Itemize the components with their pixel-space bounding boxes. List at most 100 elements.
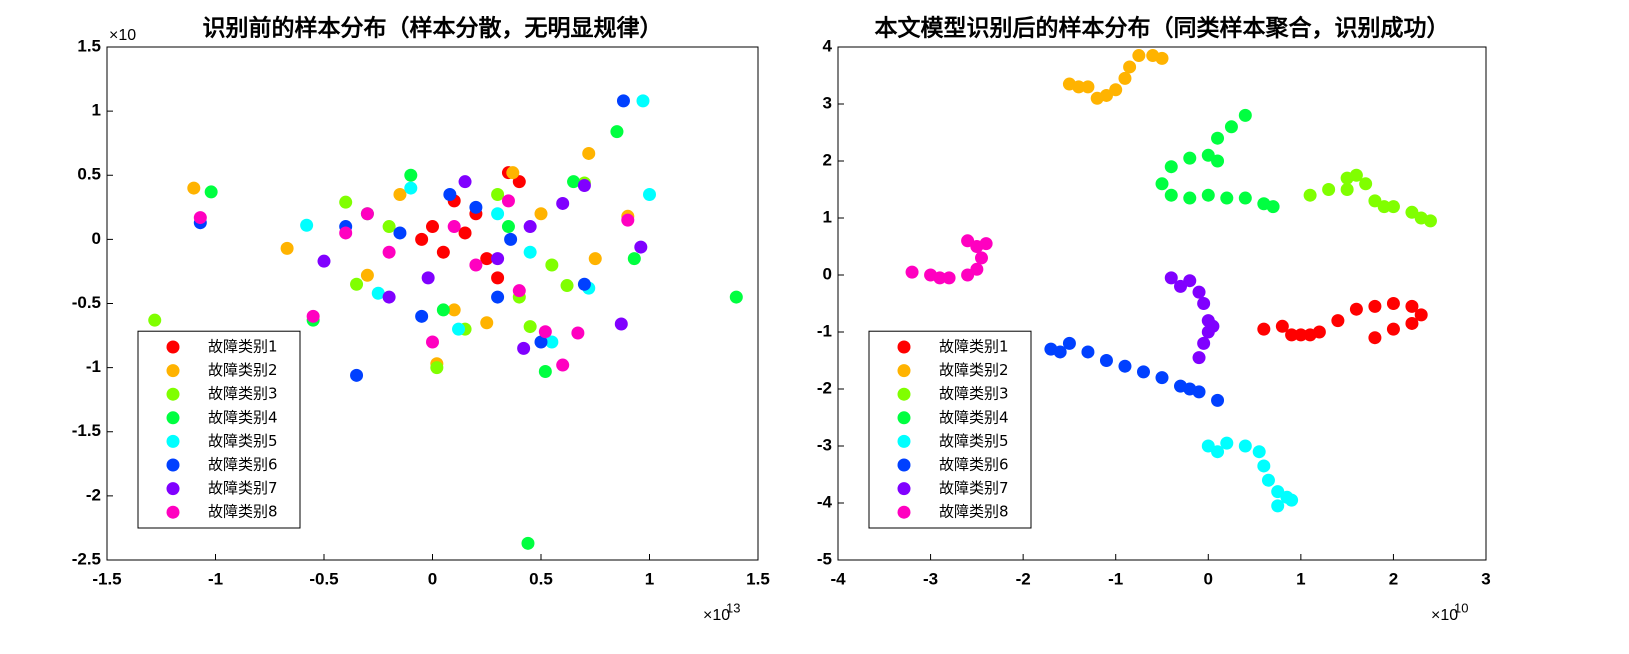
legend-label: 故障类别1	[208, 338, 278, 356]
point	[627, 252, 641, 266]
legend-label: 故障类别2	[208, 361, 278, 379]
legend-marker	[897, 340, 911, 354]
x-tick-label: 0.5	[529, 569, 553, 588]
point	[1224, 120, 1238, 134]
legend-label: 故障类别6	[939, 456, 1009, 474]
point	[491, 252, 505, 266]
legend-label: 故障类别5	[208, 432, 278, 450]
point	[1349, 168, 1363, 182]
point	[1197, 297, 1211, 310]
x-tick-label: -3	[923, 569, 938, 588]
point	[1053, 345, 1067, 359]
point	[501, 220, 515, 234]
point	[905, 265, 919, 279]
y-tick-label: 1.5	[77, 36, 101, 55]
point	[577, 179, 591, 193]
point	[729, 290, 743, 304]
y-tick-label: -4	[817, 492, 833, 511]
x-tick-label: -2	[1016, 569, 1031, 588]
point	[1099, 354, 1113, 367]
legend-marker	[166, 411, 180, 425]
point	[534, 207, 548, 221]
point	[447, 303, 461, 317]
legend-marker	[166, 434, 180, 448]
legend-marker	[166, 340, 180, 354]
point	[1118, 71, 1132, 85]
point	[430, 361, 444, 375]
point	[517, 341, 531, 355]
x-tick-label: 0	[1204, 569, 1213, 588]
point	[1081, 80, 1095, 94]
point	[1257, 459, 1271, 473]
legend-label: 故障类别8	[939, 503, 1009, 521]
point	[1405, 299, 1419, 313]
y-tick-label: 0.5	[77, 165, 101, 184]
point	[187, 181, 201, 195]
point	[621, 213, 635, 227]
point	[393, 187, 407, 201]
point	[1220, 436, 1234, 450]
point	[1072, 80, 1086, 94]
point	[1201, 188, 1215, 202]
legend-label: 故障类别4	[939, 408, 1009, 426]
x-tick-label: 3	[1481, 569, 1490, 588]
point	[1322, 183, 1336, 196]
points	[148, 94, 743, 550]
point	[469, 200, 483, 214]
point	[942, 271, 956, 285]
legend-marker	[166, 364, 180, 378]
point	[382, 245, 396, 259]
point	[1266, 200, 1280, 214]
legend-marker	[897, 387, 911, 401]
point	[582, 146, 596, 160]
legend-marker	[897, 434, 911, 448]
point	[1211, 445, 1225, 459]
point	[1340, 183, 1354, 196]
point	[933, 271, 947, 285]
y-tick-label: -1.5	[72, 421, 101, 440]
legend-marker	[897, 411, 911, 425]
points	[905, 49, 1437, 513]
point	[350, 277, 364, 291]
x-tick-label: -0.5	[309, 569, 338, 588]
x-exponent-base: ×10	[703, 607, 730, 624]
point	[148, 313, 162, 327]
y-tick-label: 4	[823, 36, 833, 55]
legend-label: 故障类别5	[939, 432, 1009, 450]
y-tick-label: 1	[823, 207, 832, 226]
legend-box	[137, 330, 301, 529]
point	[1192, 351, 1206, 365]
x-exponent-base: ×10	[1431, 607, 1458, 624]
point	[504, 232, 518, 246]
point	[350, 368, 364, 382]
point	[1331, 314, 1345, 328]
y-tick-label: -2	[817, 378, 832, 397]
point	[360, 207, 374, 221]
point	[1211, 393, 1225, 407]
point	[480, 252, 494, 266]
x-tick-label: -1.5	[92, 569, 121, 588]
point	[571, 326, 585, 340]
point	[1386, 322, 1400, 336]
legend-label: 故障类别1	[939, 338, 1009, 356]
point	[1261, 473, 1275, 487]
point	[1238, 439, 1252, 453]
point	[1238, 108, 1252, 122]
point	[443, 187, 457, 201]
y-tick-label: -1	[86, 357, 101, 376]
chart-title: 本文模型识别后的样本分布（同类样本聚合，识别成功）	[875, 15, 1450, 42]
point	[1414, 308, 1428, 322]
legend-marker	[897, 458, 911, 472]
point	[1377, 200, 1391, 214]
point	[1206, 319, 1220, 333]
point	[1090, 91, 1104, 105]
point	[1164, 188, 1178, 202]
point	[491, 271, 505, 285]
point	[506, 166, 520, 180]
y-tick-label: -3	[817, 435, 832, 454]
point	[360, 268, 374, 282]
point	[545, 335, 559, 349]
legend-label: 故障类别2	[939, 361, 1009, 379]
point	[974, 251, 988, 265]
point	[382, 290, 396, 304]
